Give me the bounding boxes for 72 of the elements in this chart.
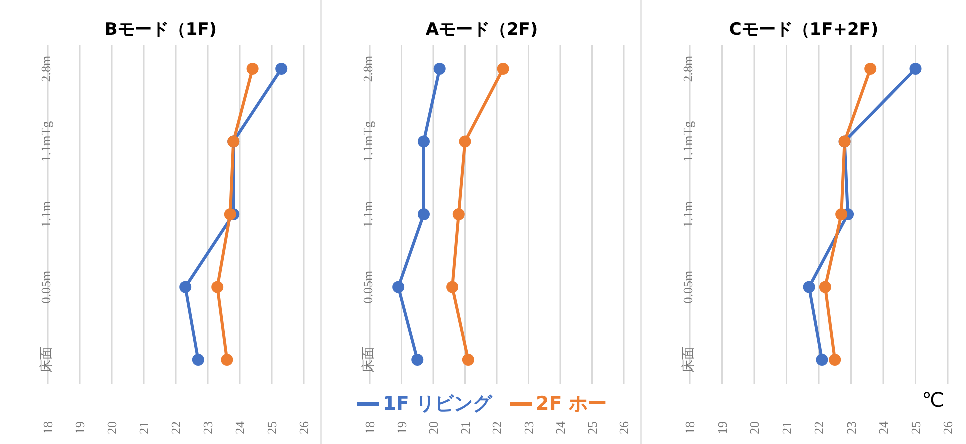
x-tick-label: 24 [232, 421, 248, 434]
point [418, 136, 430, 148]
x-tick-label: 19 [394, 422, 410, 434]
x-tick-label: 26 [296, 421, 312, 434]
x-tick-label: 26 [616, 421, 632, 434]
y-tick-label: 2.8m [38, 56, 54, 82]
y-tick-label: 2.8m [360, 56, 376, 82]
legend-label: 2F ホー [536, 392, 607, 417]
x-tick-label: 25 [584, 422, 600, 434]
point [819, 281, 832, 294]
point [224, 208, 236, 220]
y-tick-label: 床面 [680, 347, 696, 373]
point [803, 281, 816, 294]
y-tick-label: 2.8m [680, 56, 696, 82]
x-tick-label: 20 [104, 422, 120, 434]
x-axis-title: ℃ [922, 388, 944, 412]
point [497, 63, 510, 75]
x-tick-label: 22 [490, 422, 504, 434]
chart-title: Cモード（1F+2F) [728, 19, 880, 41]
point [212, 281, 224, 294]
x-tick-label: 19 [714, 422, 730, 434]
x-tick-label: 25 [264, 422, 280, 434]
point [459, 136, 472, 148]
y-tick-label: 1.1m [680, 201, 696, 228]
x-tick-label: 25 [908, 422, 924, 434]
x-tick-label: 18 [362, 422, 378, 434]
x-tick-label: 23 [844, 422, 859, 434]
x-tick-label: 21 [458, 422, 473, 434]
point [246, 63, 259, 75]
x-tick-label: 22 [812, 422, 826, 434]
x-tick-label: 23 [521, 422, 536, 434]
x-tick-label: 26 [940, 421, 956, 434]
point [392, 281, 405, 294]
legend-label: 1F リビング [383, 392, 492, 417]
y-tick-label: 0.05m [360, 270, 376, 304]
x-tick-label: 24 [553, 421, 568, 434]
chart-title: Bモード（1F) [104, 19, 218, 41]
y-tick-label: 1.1mTg [680, 120, 696, 162]
point [276, 63, 288, 75]
point [864, 63, 877, 75]
x-tick-label: 20 [747, 422, 762, 434]
x-tick-label: 21 [779, 422, 794, 434]
point [462, 354, 474, 366]
point [446, 281, 459, 294]
point [412, 354, 424, 366]
x-tick-label: 21 [136, 422, 152, 434]
x-tick-label: 23 [200, 422, 216, 434]
chart-title: Aモード（2F) [424, 19, 540, 41]
y-tick-label: 1.1m [360, 201, 376, 228]
y-tick-label: 1.1mTg [360, 120, 376, 162]
point [434, 63, 446, 75]
y-tick-label: 0.05m [38, 270, 54, 304]
y-tick-label: 床面 [360, 347, 376, 373]
y-tick-label: 床面 [38, 347, 54, 373]
point [418, 208, 430, 220]
x-tick-label: 18 [40, 422, 56, 434]
x-tick-label: 18 [682, 422, 698, 434]
point [180, 281, 192, 294]
y-tick-label: 0.05m [680, 270, 696, 304]
point [221, 354, 234, 366]
point [836, 208, 848, 220]
x-tick-label: 22 [168, 422, 184, 434]
point [829, 354, 842, 366]
x-tick-label: 20 [426, 422, 441, 434]
point [452, 208, 465, 220]
point [816, 354, 828, 366]
point [910, 63, 922, 75]
point [192, 354, 204, 366]
x-tick-label: 24 [876, 421, 891, 434]
x-tick-label: 19 [72, 422, 88, 434]
y-tick-label: 1.1m [38, 201, 54, 228]
y-tick-label: 1.1mTg [38, 120, 54, 162]
